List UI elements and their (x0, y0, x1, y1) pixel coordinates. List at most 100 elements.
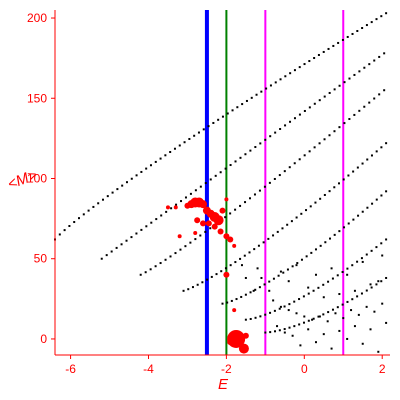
scatter-point (357, 313, 360, 316)
band-point (135, 174, 138, 177)
band-point (346, 35, 349, 38)
band-point (385, 238, 388, 241)
highlight-point (238, 343, 249, 354)
band-point (239, 204, 242, 207)
band-point (380, 280, 383, 283)
band-point (378, 93, 381, 96)
band-point (164, 258, 167, 261)
band-point (234, 208, 237, 211)
band-point (284, 75, 287, 78)
band-point (303, 63, 306, 66)
band-point (385, 12, 388, 15)
band-point (154, 160, 157, 163)
x-tick-label: -4 (143, 362, 154, 376)
band-point (358, 109, 361, 112)
band-point (209, 178, 212, 181)
band-point (201, 281, 204, 284)
band-point (303, 154, 306, 157)
x-axis-label: E (218, 376, 229, 393)
band-point (327, 280, 330, 283)
band-point (333, 130, 336, 133)
scatter-point (377, 280, 380, 283)
band-point (279, 78, 282, 81)
band-point (371, 202, 374, 205)
band-point (267, 237, 270, 240)
scatter-point (381, 254, 384, 257)
band-point (194, 238, 197, 241)
band-point (312, 317, 315, 320)
highlight-point (242, 332, 249, 339)
band-point (253, 193, 256, 196)
y-tick-label: 100 (27, 171, 47, 185)
band-point (73, 221, 76, 224)
band-point (204, 230, 207, 233)
highlight-point (205, 220, 212, 227)
band-point (361, 210, 364, 213)
band-point (224, 216, 227, 219)
band-point (305, 209, 308, 212)
band-point (173, 147, 176, 150)
band-point (328, 91, 331, 94)
highlight-point (224, 197, 229, 202)
band-point (145, 225, 148, 228)
scatter-point (353, 289, 356, 292)
band-point (290, 220, 293, 223)
band-point (97, 202, 100, 205)
band-point (276, 230, 279, 233)
band-point (288, 166, 291, 169)
band-point (187, 288, 190, 291)
scatter-point (361, 342, 364, 345)
highlight-point (200, 220, 207, 227)
band-point (229, 264, 232, 267)
band-point (269, 331, 272, 334)
band-point (272, 234, 275, 237)
band-point (286, 268, 289, 271)
band-point (283, 305, 286, 308)
scatter-point (295, 264, 298, 267)
band-point (338, 84, 341, 87)
band-point (356, 29, 359, 32)
band-point (215, 273, 218, 276)
band-point (370, 286, 373, 289)
band-point (221, 302, 224, 305)
band-point (254, 146, 257, 149)
band-point (314, 248, 317, 251)
scatter-point (361, 260, 364, 263)
band-point (145, 167, 148, 170)
band-point (58, 233, 61, 236)
scatter-point (314, 341, 317, 344)
scatter-point (279, 270, 282, 273)
y-tick-label: 200 (27, 11, 47, 25)
band-point (342, 178, 345, 181)
y-axis-label: <M> (5, 166, 39, 193)
band-point (239, 156, 242, 159)
band-point (324, 241, 327, 244)
x-tick-label: -6 (65, 362, 76, 376)
point-bands (54, 12, 388, 334)
band-point (234, 160, 237, 163)
scatter-point (318, 315, 321, 318)
scatter-point (346, 337, 349, 340)
band-point (373, 97, 376, 100)
band-point (298, 66, 301, 69)
band-point (365, 24, 368, 27)
band-point (130, 177, 133, 180)
band-point (259, 142, 262, 145)
band-point (312, 289, 315, 292)
scatter-point (279, 305, 282, 308)
band-point (289, 72, 292, 75)
band-point (298, 298, 301, 301)
scatter-point (272, 299, 275, 302)
band-point (282, 271, 285, 274)
band-point (319, 197, 322, 200)
highlight-point (223, 271, 230, 278)
band-point (268, 280, 271, 283)
scatter-point (353, 325, 356, 328)
band-point (352, 218, 355, 221)
scatter-point (326, 320, 329, 323)
band-point (254, 316, 257, 319)
band-point (264, 331, 267, 334)
band-point (322, 50, 325, 53)
scatter-point (365, 305, 368, 308)
